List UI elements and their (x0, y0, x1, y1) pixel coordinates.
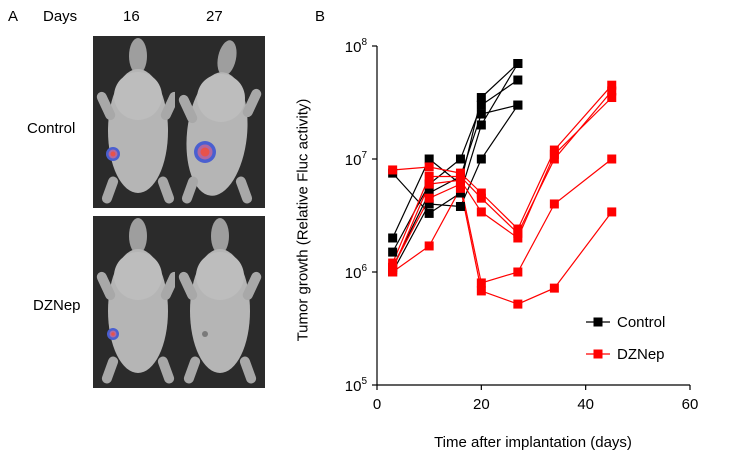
point-dznep-3-3 (476, 278, 486, 288)
x-tick-label-0: 0 (373, 396, 381, 413)
point-control-1-4 (513, 75, 523, 85)
point-dznep-4-4 (513, 299, 523, 309)
point-dznep-2-5 (549, 149, 559, 159)
legend-marker-1 (593, 349, 603, 359)
point-control-3-4 (513, 59, 523, 69)
point-dznep-1-6 (607, 86, 617, 96)
row-label-control: Control (27, 120, 76, 137)
point-dznep-3-4 (513, 267, 523, 277)
x-tick-label-3: 60 (682, 396, 699, 413)
day-16-label: 16 (123, 8, 140, 25)
series-control-line-4 (392, 104, 519, 273)
point-control-4-4 (513, 100, 523, 110)
point-control-1-3 (476, 100, 486, 110)
point-control-3-2 (455, 188, 465, 198)
legend-label-0: Control (617, 314, 665, 331)
point-control-2-3 (476, 109, 486, 119)
mouse-image-dznep-day16 (93, 216, 183, 388)
point-dznep-3-1 (424, 193, 434, 203)
days-label: Days (43, 8, 78, 25)
point-dznep-0-6 (607, 80, 617, 90)
point-dznep-3-5 (549, 199, 559, 209)
day-27-label: 27 (206, 8, 223, 25)
point-dznep-1-3 (476, 193, 486, 203)
x-tick-label-2: 40 (577, 396, 594, 413)
point-control-4-1 (424, 199, 434, 209)
y-tick-label-0: 105 (345, 376, 368, 395)
legend-marker-0 (593, 317, 603, 327)
point-dznep-4-1 (424, 241, 434, 251)
point-dznep-2-4 (513, 233, 523, 243)
mouse-image-dznep-day27 (175, 216, 265, 388)
point-control-1-2 (455, 154, 465, 164)
y-tick-label-2: 107 (345, 150, 368, 169)
series-control-line-0 (392, 63, 519, 239)
point-dznep-0-3 (476, 188, 486, 198)
point-control-2-1 (424, 188, 434, 198)
point-dznep-0-0 (388, 165, 398, 175)
y-tick-label-3: 108 (345, 37, 368, 56)
point-dznep-2-3 (476, 207, 486, 217)
point-dznep-1-4 (513, 228, 523, 238)
panel-a-letter: A (8, 8, 19, 25)
point-dznep-0-1 (424, 162, 434, 172)
point-control-0-3 (476, 93, 486, 103)
mouse-image-control-day27 (175, 36, 265, 208)
point-dznep-1-1 (424, 172, 434, 182)
x-axis-label: Time after implantation (days) (434, 434, 632, 451)
point-control-4-2 (455, 201, 465, 211)
point-dznep-4-2 (455, 183, 465, 193)
point-dznep-2-1 (424, 179, 434, 189)
point-control-0-0 (388, 233, 398, 243)
point-dznep-3-6 (607, 154, 617, 164)
row-label-dznep: DZNep (33, 297, 81, 314)
point-control-3-3 (476, 120, 486, 130)
legend-label-1: DZNep (617, 346, 665, 363)
x-tick-label-1: 20 (473, 396, 490, 413)
point-control-4-3 (476, 154, 486, 164)
point-dznep-4-5 (549, 283, 559, 293)
panel-b-letter: B (315, 8, 326, 25)
point-dznep-3-0 (388, 262, 398, 272)
point-dznep-1-5 (549, 154, 559, 164)
point-dznep-4-3 (476, 286, 486, 296)
point-dznep-2-6 (607, 93, 617, 103)
y-tick-label-1: 106 (345, 263, 368, 282)
series-control-line-3 (392, 63, 519, 215)
point-control-3-1 (424, 208, 434, 218)
point-control-0-1 (424, 154, 434, 164)
point-dznep-4-0 (388, 267, 398, 277)
point-control-1-0 (388, 247, 398, 257)
mouse-image-control-day16 (93, 36, 183, 208)
point-dznep-4-6 (607, 207, 617, 217)
